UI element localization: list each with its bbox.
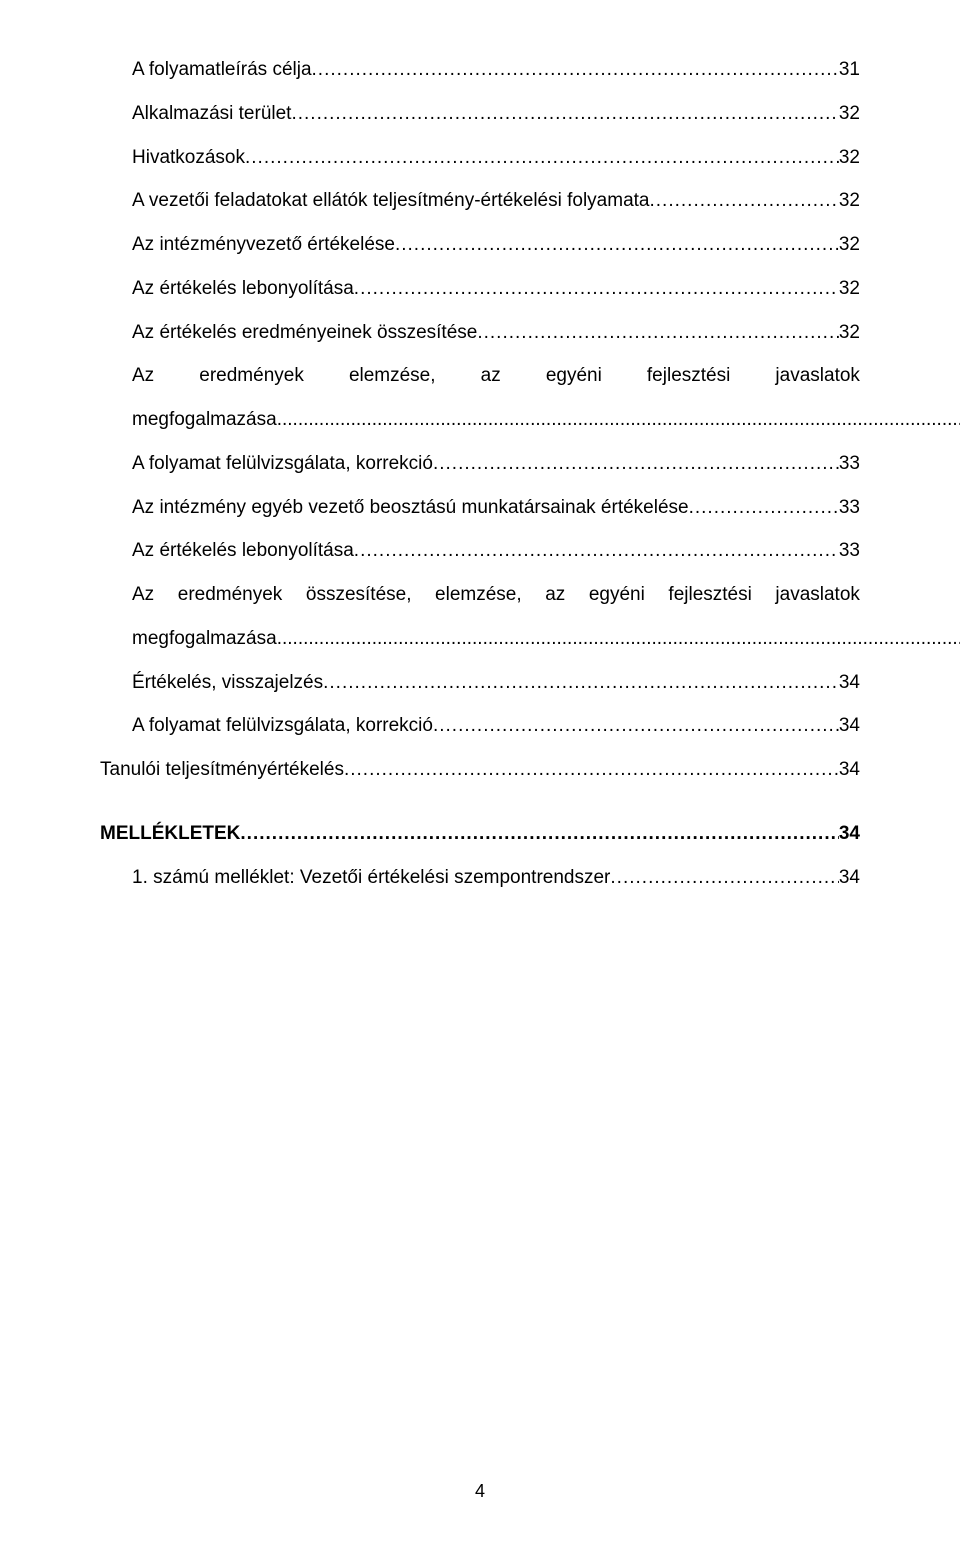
toc-entry-title: Az intézmény egyéb vezető beosztású munk… (132, 496, 689, 520)
toc-entry-page: 33 (839, 496, 860, 520)
toc-leader-dots: ........................................… (433, 714, 839, 738)
toc-leader-dots: ........................................… (291, 102, 838, 126)
toc-entry-title: Tanulói teljesítményértékelés (100, 758, 344, 782)
toc-entry-page: 32 (839, 321, 860, 345)
toc-leader-dots: ........................................… (477, 321, 839, 345)
toc-entry-page: 34 (839, 866, 860, 890)
toc-entry-page: 32 (839, 233, 860, 257)
toc-leader-dots: ........................................… (277, 627, 960, 651)
toc-entry: A folyamatleírás célja..................… (100, 58, 860, 82)
toc-entry: Azeredményekösszesítése,elemzése,azegyén… (100, 583, 860, 651)
page-number-footer: 4 (0, 1481, 960, 1502)
toc-leader-dots: ........................................… (395, 233, 839, 257)
toc-entry: MELLÉKLETEK.............................… (100, 822, 860, 846)
toc-entry: Hivatkozások............................… (100, 146, 860, 170)
toc-entry-title: Értékelés, visszajelzés (132, 671, 323, 695)
toc-entry-page: 32 (839, 146, 860, 170)
toc-entry-page: 34 (839, 822, 860, 846)
toc-entry-page: 31 (839, 58, 860, 82)
toc-entry: Az értékelés lebonyolítása..............… (100, 277, 860, 301)
toc-entry-page: 32 (839, 277, 860, 301)
toc-entry-title: megfogalmazása (132, 627, 277, 651)
toc-leader-dots: ........................................… (354, 277, 839, 301)
toc-entry-title: A vezetői feladatokat ellátók teljesítmé… (132, 189, 650, 213)
toc-entry-title: Azeredményekösszesítése,elemzése,azegyén… (132, 583, 860, 607)
toc-leader-dots: ........................................… (312, 58, 839, 82)
toc-entry-title: Az értékelés eredményeinek összesítése (132, 321, 477, 345)
toc-entry-page: 34 (839, 671, 860, 695)
toc-leader-dots: ........................................… (245, 146, 839, 170)
toc-entry-title: Az intézményvezető értékelése (132, 233, 395, 257)
toc-entry: Értékelés, visszajelzés.................… (100, 671, 860, 695)
table-of-contents: A folyamatleírás célja..................… (100, 58, 860, 889)
toc-entry-title: A folyamatleírás célja (132, 58, 312, 82)
toc-entry: A folyamat felülvizsgálata, korrekció...… (100, 452, 860, 476)
toc-leader-dots: ........................................… (240, 822, 838, 846)
toc-entry: Az intézményvezető értékelése...........… (100, 233, 860, 257)
toc-leader-dots: ........................................… (610, 866, 838, 890)
toc-entry-page: 34 (839, 714, 860, 738)
toc-entry-page: 32 (839, 102, 860, 126)
toc-entry-title: MELLÉKLETEK (100, 822, 240, 846)
toc-entry-title: Az értékelés lebonyolítása (132, 277, 354, 301)
toc-entry-page: 32 (839, 189, 860, 213)
toc-entry: Alkalmazási terület.....................… (100, 102, 860, 126)
toc-entry: A folyamat felülvizsgálata, korrekció...… (100, 714, 860, 738)
toc-entry: Az értékelés eredményeinek összesítése..… (100, 321, 860, 345)
toc-entry-title: A folyamat felülvizsgálata, korrekció (132, 452, 433, 476)
toc-entry-title: Alkalmazási terület (132, 102, 291, 126)
toc-leader-dots: ........................................… (354, 539, 839, 563)
document-page: A folyamatleírás célja..................… (0, 0, 960, 1552)
toc-leader-dots: ........................................… (323, 671, 839, 695)
toc-leader-dots: ........................................… (689, 496, 839, 520)
toc-entry: Az értékelés lebonyolítása..............… (100, 539, 860, 563)
toc-entry-title: Az értékelés lebonyolítása (132, 539, 354, 563)
toc-entry-title: 1. számú melléklet: Vezetői értékelési s… (132, 866, 610, 890)
toc-leader-dots: ........................................… (277, 408, 960, 432)
toc-entry: 1. számú melléklet: Vezetői értékelési s… (100, 866, 860, 890)
toc-entry-page: 34 (839, 758, 860, 782)
toc-entry-title: A folyamat felülvizsgálata, korrekció (132, 714, 433, 738)
toc-entry-title: megfogalmazása (132, 408, 277, 432)
toc-entry: Az intézmény egyéb vezető beosztású munk… (100, 496, 860, 520)
toc-entry-title: Azeredményekelemzése,azegyénifejlesztési… (132, 364, 860, 388)
toc-entry-title: Hivatkozások (132, 146, 245, 170)
toc-leader-dots: ........................................… (650, 189, 839, 213)
toc-entry-page: 33 (839, 539, 860, 563)
toc-entry-page: 33 (839, 452, 860, 476)
toc-leader-dots: ........................................… (433, 452, 839, 476)
toc-entry: Tanulói teljesítményértékelés...........… (100, 758, 860, 782)
toc-entry: Azeredményekelemzése,azegyénifejlesztési… (100, 364, 860, 432)
toc-entry: A vezetői feladatokat ellátók teljesítmé… (100, 189, 860, 213)
toc-leader-dots: ........................................… (344, 758, 839, 782)
